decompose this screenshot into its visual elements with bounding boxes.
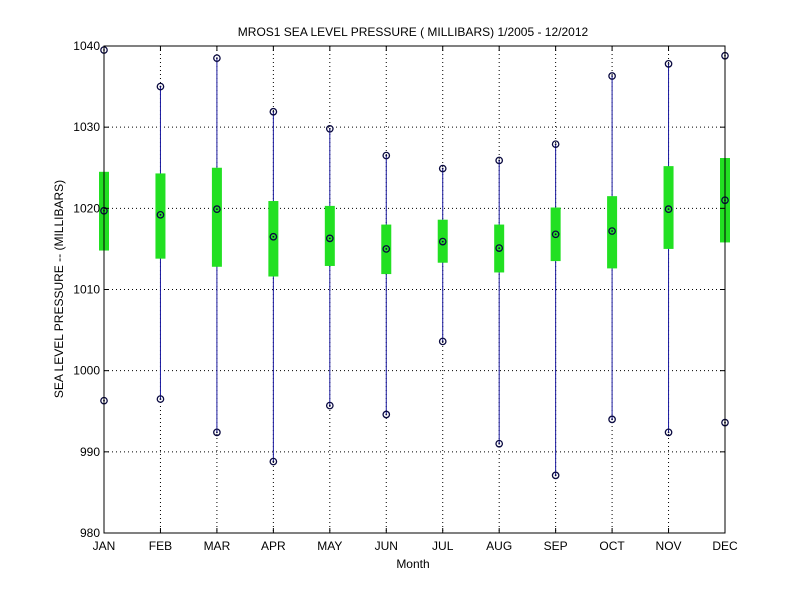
mean-marker-dot (611, 230, 613, 232)
quartile-box (325, 206, 335, 266)
max-marker-dot (442, 168, 444, 170)
max-marker-dot (555, 143, 557, 145)
max-marker-dot (329, 128, 331, 130)
box-plot-apr (268, 109, 278, 465)
x-tick-label: FEB (149, 539, 172, 553)
mean-marker-dot (216, 208, 218, 210)
x-tick-label: SEP (544, 539, 568, 553)
min-marker-dot (329, 405, 331, 407)
x-tick-label: AUG (486, 539, 512, 553)
grid-lines (104, 46, 725, 533)
x-tick-label: OCT (599, 539, 625, 553)
max-marker-dot (498, 160, 500, 162)
box-plot-may (325, 126, 335, 409)
quartile-box (268, 201, 278, 276)
data-series (99, 47, 730, 479)
max-marker-dot (160, 86, 162, 88)
mean-marker-dot (272, 236, 274, 238)
min-marker-dot (216, 431, 218, 433)
y-tick-label: 1040 (73, 39, 100, 53)
x-tick-label: JUN (375, 539, 398, 553)
min-marker-dot (498, 443, 500, 445)
mean-marker-dot (442, 241, 444, 243)
y-tick-label: 1020 (73, 201, 100, 215)
x-tick-label: JAN (93, 539, 116, 553)
min-marker-dot (272, 461, 274, 463)
y-axis-ticks: 980 990 1000 1010 1020 1030 1040 (73, 39, 725, 540)
box-plot-jun (381, 152, 391, 417)
min-marker-dot (160, 398, 162, 400)
y-tick-label: 1000 (73, 364, 100, 378)
min-marker-dot (385, 414, 387, 416)
mean-marker-dot (160, 214, 162, 216)
x-tick-label: APR (261, 539, 286, 553)
chart-title: MROS1 SEA LEVEL PRESSURE ( MILLIBARS) 1/… (238, 25, 589, 39)
x-axis-ticks: JAN FEB MAR APR MAY JUN JUL AUG SEP OCT NOV DEC (93, 46, 738, 553)
box-plot-feb (155, 83, 165, 402)
quartile-box (212, 168, 222, 267)
max-marker-dot (385, 155, 387, 157)
min-marker-dot (555, 474, 557, 476)
x-tick-label: NOV (656, 539, 682, 553)
min-marker-dot (668, 431, 670, 433)
box-plot-nov (664, 61, 674, 436)
y-tick-label: 1010 (73, 283, 100, 297)
quartile-box (664, 166, 674, 249)
box-plot-sep (551, 141, 561, 479)
y-tick-label: 1030 (73, 120, 100, 134)
box-plot-mar (212, 55, 222, 436)
max-marker-dot (611, 75, 613, 77)
min-marker-dot (611, 418, 613, 420)
max-marker-dot (668, 63, 670, 65)
x-tick-label: JUL (432, 539, 454, 553)
mean-marker-dot (498, 247, 500, 249)
y-tick-label: 980 (80, 526, 100, 540)
x-tick-label: MAR (204, 539, 231, 553)
mean-marker-dot (555, 233, 557, 235)
mean-marker-dot (329, 237, 331, 239)
box-plot-jul (438, 165, 448, 344)
max-marker-dot (272, 111, 274, 113)
x-tick-label: DEC (712, 539, 738, 553)
box-plot-aug (494, 157, 504, 447)
min-marker-dot (442, 341, 444, 343)
mean-marker-dot (668, 208, 670, 210)
max-marker-dot (216, 57, 218, 59)
box-plot-oct (607, 73, 617, 423)
y-axis-label: SEA LEVEL PRESSURE -- (MILLIBARS) (52, 180, 66, 398)
mean-marker-dot (385, 248, 387, 250)
y-tick-label: 990 (80, 445, 100, 459)
x-axis-label: Month (396, 557, 429, 571)
plot-area-frame (104, 46, 725, 533)
x-tick-label: MAY (317, 539, 342, 553)
